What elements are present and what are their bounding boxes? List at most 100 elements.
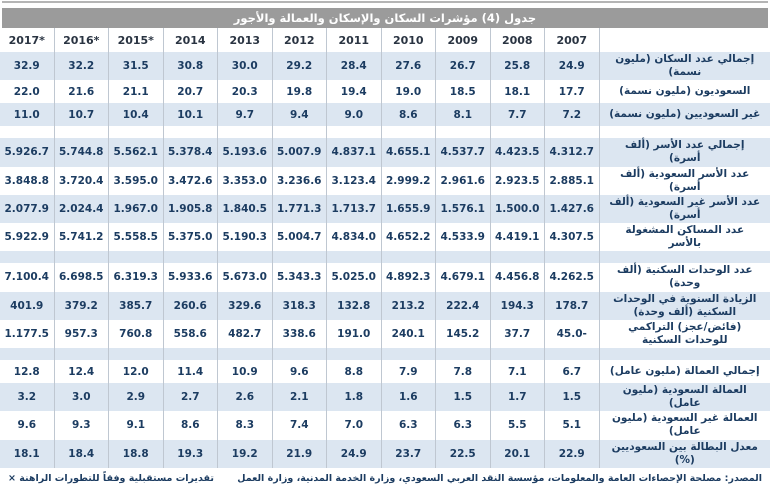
table-cell: 5.193.6 — [218, 138, 273, 166]
table-cell: 9.3 — [55, 411, 110, 439]
spacer-cell — [55, 348, 110, 360]
table-cell: 2.999.2 — [382, 167, 437, 195]
table-cell: 23.7 — [382, 440, 437, 468]
table-cell: 18.8 — [109, 440, 164, 468]
table-cell: 4.262.5 — [545, 263, 600, 291]
table-cell: 25.8 — [491, 52, 546, 80]
spacer-row — [0, 348, 770, 360]
table-cell: 2.024.4 — [55, 195, 110, 223]
table-cell: 9.0 — [327, 103, 382, 126]
table-cell: 1.840.5 — [218, 195, 273, 223]
table-cell: 19.4 — [327, 80, 382, 103]
table-cell: 7.2 — [545, 103, 600, 126]
year-header: 2015* — [109, 28, 164, 52]
spacer-cell — [436, 126, 491, 138]
table-cell: 3.848.8 — [0, 167, 55, 195]
row-label: الزيادة السنوية في الوحدات السكنية (ألف … — [600, 292, 770, 320]
table-cell: 2.9 — [109, 383, 164, 411]
table-cell: 5.1 — [545, 411, 600, 439]
table-cell: 45.0- — [545, 320, 600, 348]
table-cell: 1.7 — [491, 383, 546, 411]
spacer-cell — [545, 251, 600, 263]
table-cell: 2.923.5 — [491, 167, 546, 195]
spacer-cell — [436, 251, 491, 263]
table-cell: 17.7 — [545, 80, 600, 103]
spacer-cell — [273, 251, 328, 263]
table-cell: 1.500.0 — [491, 195, 546, 223]
table-cell: 12.4 — [55, 360, 110, 383]
table-cell: 24.9 — [545, 52, 600, 80]
table-cell: 3.0 — [55, 383, 110, 411]
spacer-cell — [273, 126, 328, 138]
table-cell: 178.7 — [545, 292, 600, 320]
spacer-cell — [109, 251, 164, 263]
table-cell: 8.6 — [164, 411, 219, 439]
row-label: عدد الوحدات السكنية (ألف وحدة) — [600, 263, 770, 291]
table-title: جدول (4) مؤشرات السكان والإسكان والعمالة… — [2, 8, 768, 28]
spacer-cell — [600, 348, 770, 360]
table-cell: 1.967.0 — [109, 195, 164, 223]
row-label: العمالة غير السعودية (مليون عامل) — [600, 411, 770, 439]
year-header: 2009 — [436, 28, 491, 52]
table-cell: 9.6 — [273, 360, 328, 383]
table-cell: 4.837.1 — [327, 138, 382, 166]
table-cell: 4.312.7 — [545, 138, 600, 166]
table-cell: 1.576.1 — [436, 195, 491, 223]
table-cell: 1.905.8 — [164, 195, 219, 223]
table-cell: 18.1 — [491, 80, 546, 103]
table-cell: 145.2 — [436, 320, 491, 348]
table-cell: 5.933.6 — [164, 263, 219, 291]
table-cell: 5.926.7 — [0, 138, 55, 166]
table-cell: 31.5 — [109, 52, 164, 80]
table-cell: 191.0 — [327, 320, 382, 348]
table-cell: 20.3 — [218, 80, 273, 103]
table-cell: 10.4 — [109, 103, 164, 126]
table-cell: 7.0 — [327, 411, 382, 439]
row-label-header — [600, 28, 770, 52]
table-cell: 5.741.2 — [55, 223, 110, 251]
table-cell: 5.5 — [491, 411, 546, 439]
table-cell: 21.1 — [109, 80, 164, 103]
table-cell: 3.236.6 — [273, 167, 328, 195]
source-note: المصدر: مصلحة الإحصاءات العامة والمعلوما… — [237, 473, 762, 484]
row-label: إجمالي عدد السكان (مليون نسمة) — [600, 52, 770, 80]
spacer-cell — [545, 348, 600, 360]
table-footer: المصدر: مصلحة الإحصاءات العامة والمعلوما… — [0, 468, 770, 484]
table-cell: 338.6 — [273, 320, 328, 348]
row-label: إجمالي العمالة (مليون عامل) — [600, 360, 770, 383]
table-cell: 5.004.7 — [273, 223, 328, 251]
table-cell: 132.8 — [327, 292, 382, 320]
table-cell: 10.9 — [218, 360, 273, 383]
table-cell: 5.922.9 — [0, 223, 55, 251]
table-cell: 194.3 — [491, 292, 546, 320]
table-cell: 32.2 — [55, 52, 110, 80]
table-cell: 7.100.4 — [0, 263, 55, 291]
table-cell: 22.5 — [436, 440, 491, 468]
spacer-cell — [491, 126, 546, 138]
table-cell: 1.713.7 — [327, 195, 382, 223]
table-cell: 7.9 — [382, 360, 437, 383]
table-cell: 2.6 — [218, 383, 273, 411]
table-cell: 7.4 — [273, 411, 328, 439]
table-cell: 4.679.1 — [436, 263, 491, 291]
spacer-cell — [164, 348, 219, 360]
table-cell: 18.4 — [55, 440, 110, 468]
table-cell: 20.1 — [491, 440, 546, 468]
table-cell: 3.720.4 — [55, 167, 110, 195]
spacer-cell — [491, 251, 546, 263]
table-cell: 1.771.3 — [273, 195, 328, 223]
table-cell: 7.7 — [491, 103, 546, 126]
table-cell: 379.2 — [55, 292, 110, 320]
spacer-cell — [382, 348, 437, 360]
table-cell: 7.1 — [491, 360, 546, 383]
table-cell: 1.6 — [382, 383, 437, 411]
row-label: العمالة السعودية (مليون عامل) — [600, 383, 770, 411]
